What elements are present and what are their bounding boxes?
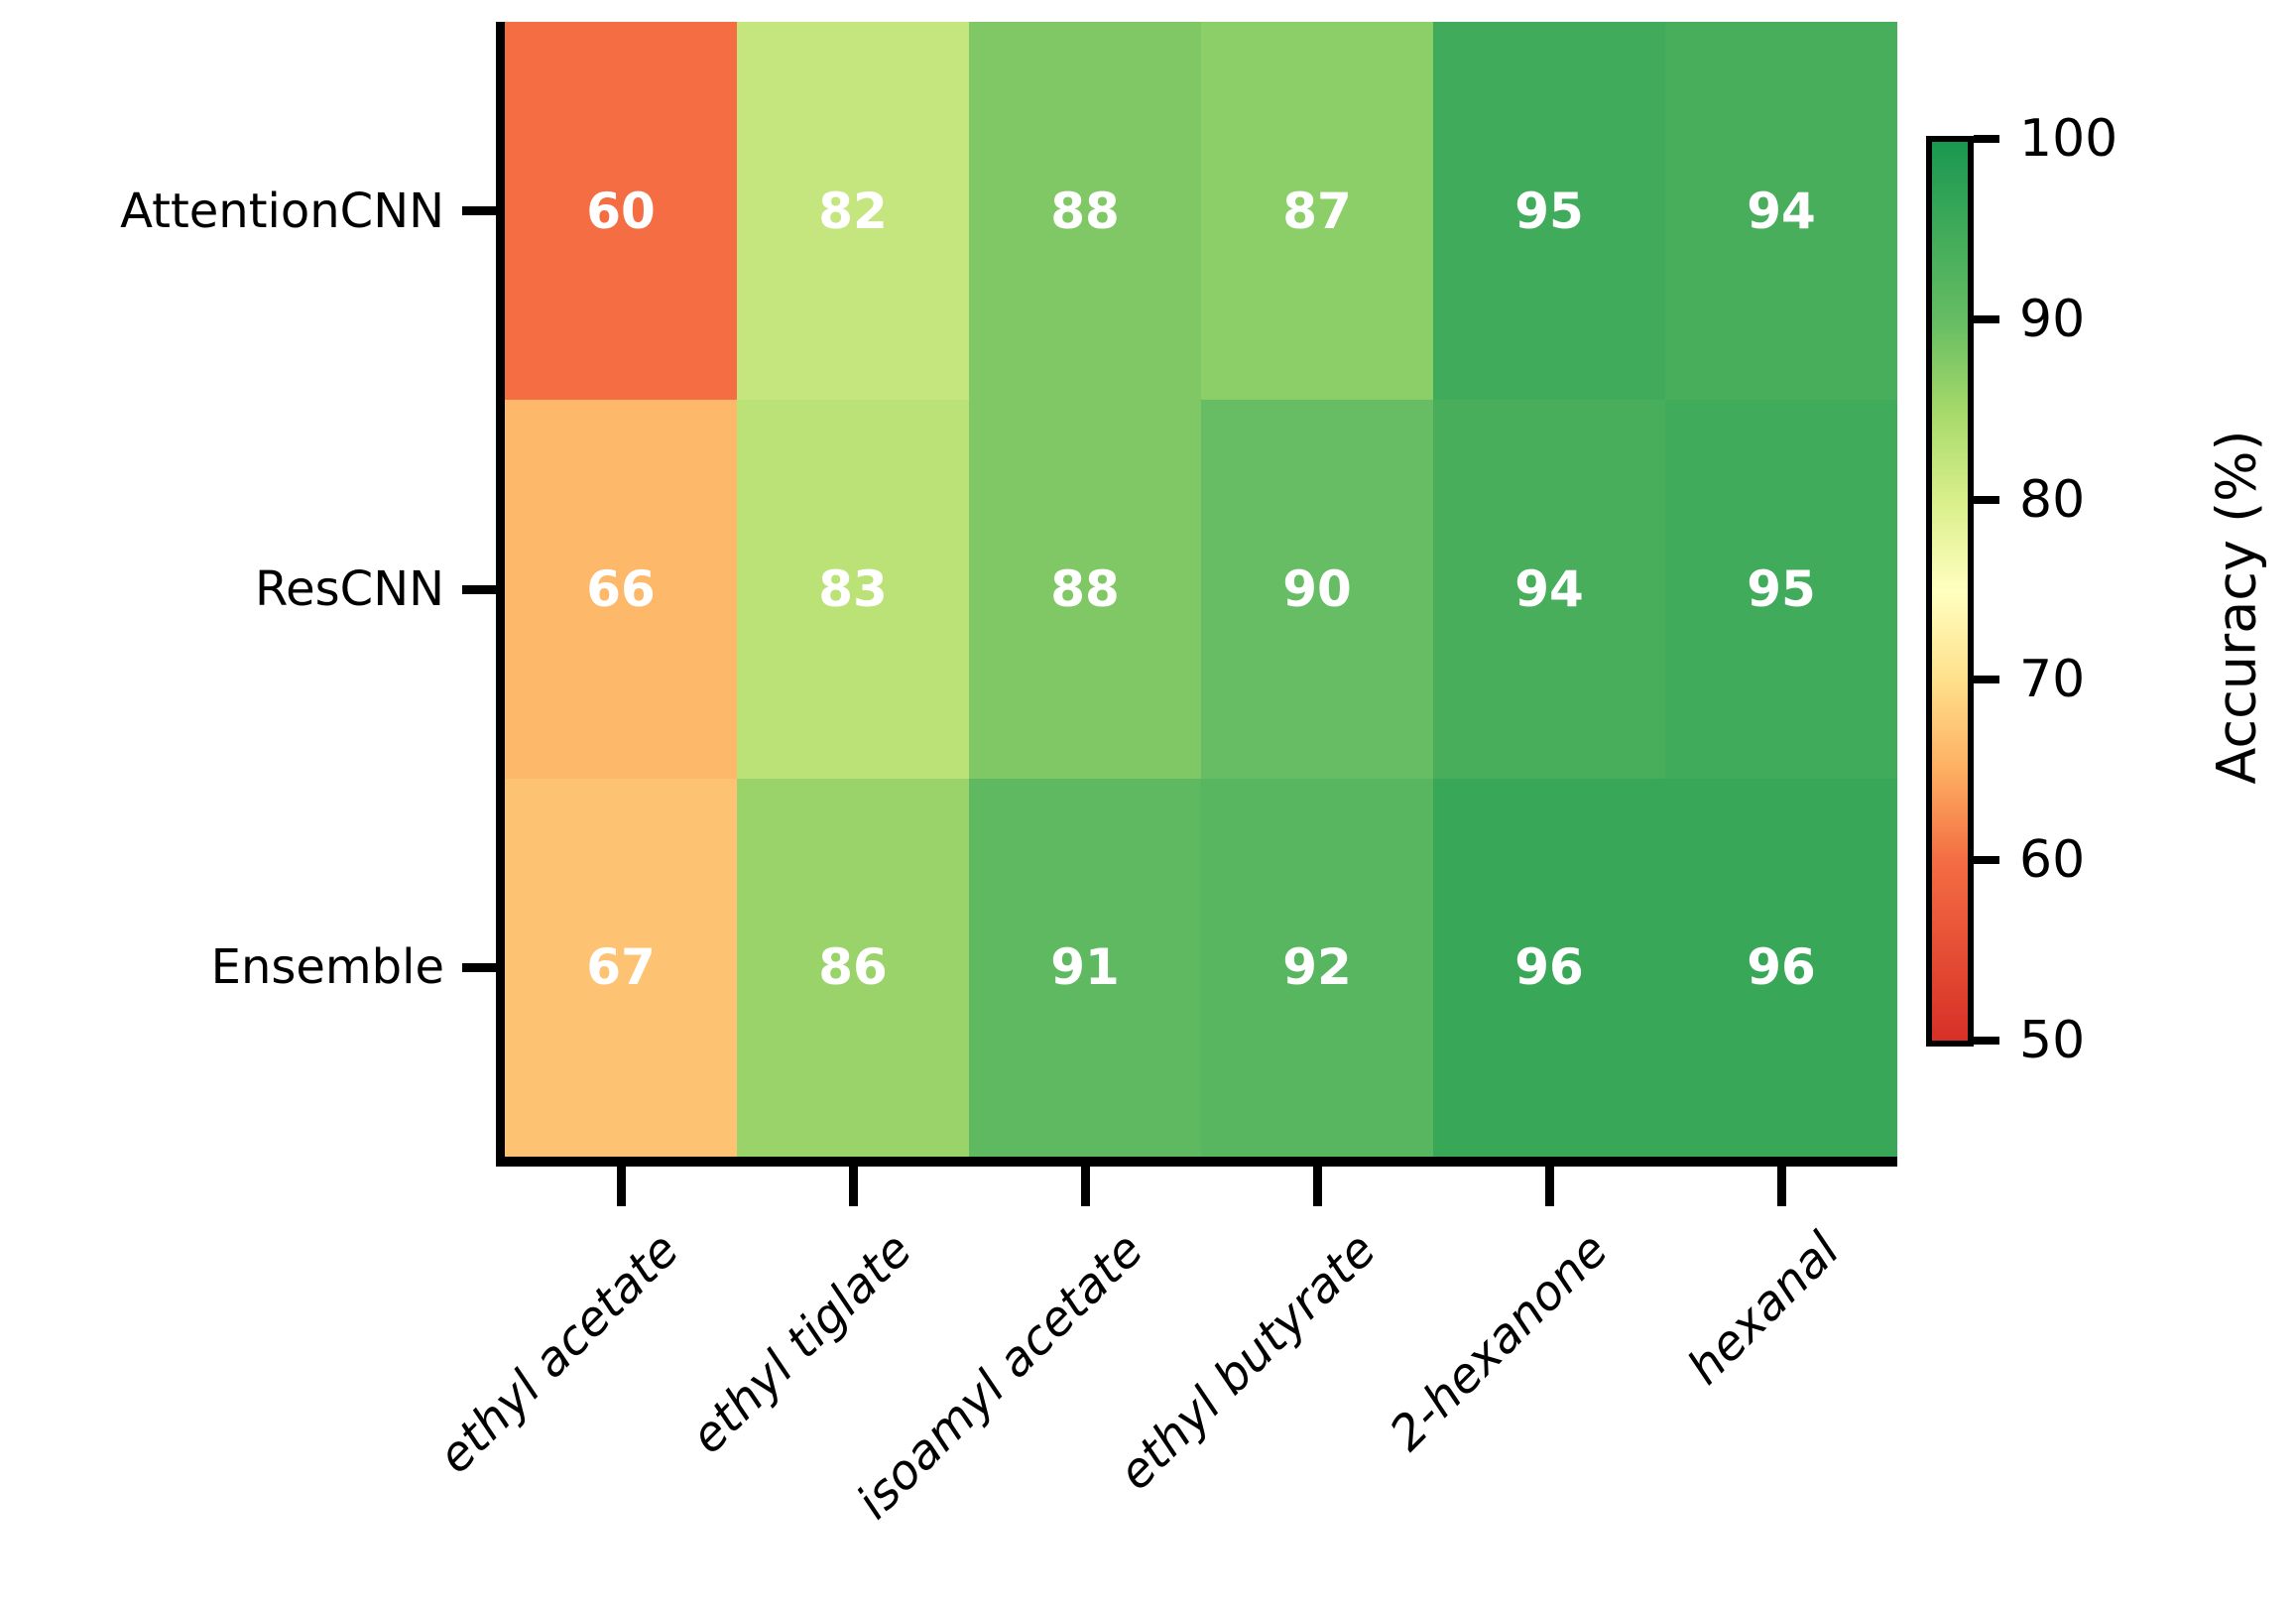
- y-tick-label-Ensemble: Ensemble: [210, 939, 444, 996]
- heatmap-cell-Ensemble-2-hexanone: 96: [1433, 778, 1665, 1157]
- colorbar-axis-label: Accuracy (%): [2205, 430, 2268, 785]
- heatmap-cell-Ensemble-isoamyl acetate: 91: [969, 778, 1201, 1157]
- heatmap-cell-AttentionCNN-ethyl acetate: 60: [505, 22, 737, 401]
- heatmap-cell-Ensemble-hexanal: 96: [1665, 778, 1897, 1157]
- x-tick-mark: [1080, 1167, 1090, 1206]
- heatmap-cell-AttentionCNN-isoamyl acetate: 88: [969, 22, 1201, 401]
- x-tick-mark: [848, 1167, 858, 1206]
- x-tick-label-ethyl tiglate: ethyl tiglate: [679, 1222, 922, 1465]
- colorbar-tick-label-80: 80: [2019, 469, 2086, 530]
- colorbar-tick-label-60: 60: [2019, 830, 2086, 891]
- heatmap-cell-ResCNN-ethyl butyrate: 90: [1201, 400, 1433, 779]
- colorbar: [1926, 136, 1974, 1047]
- heatmap-cell-AttentionCNN-ethyl butyrate: 87: [1201, 22, 1433, 401]
- heatmap-cell-Ensemble-ethyl butyrate: 92: [1201, 778, 1433, 1157]
- colorbar-tick-mark: [1974, 314, 1999, 323]
- colorbar-tick-label-100: 100: [2019, 109, 2118, 169]
- colorbar-tick-mark: [1974, 135, 1999, 143]
- x-tick-label-ethyl acetate: ethyl acetate: [427, 1222, 690, 1485]
- heatmap-cell-ResCNN-ethyl acetate: 66: [505, 400, 737, 779]
- y-tick-mark: [462, 584, 496, 594]
- colorbar-tick-mark: [1974, 856, 1999, 865]
- heatmap-cell-AttentionCNN-ethyl tiglate: 82: [737, 22, 969, 401]
- heatmap-cell-AttentionCNN-2-hexanone: 95: [1433, 22, 1665, 401]
- x-axis-spine: [496, 1157, 1897, 1167]
- heatmap-cell-Ensemble-ethyl tiglate: 86: [737, 778, 969, 1157]
- colorbar-tick-label-90: 90: [2019, 289, 2086, 349]
- heatmap-cell-ResCNN-isoamyl acetate: 88: [969, 400, 1201, 779]
- colorbar-tick-mark: [1974, 1037, 1999, 1045]
- heatmap-cell-ResCNN-ethyl tiglate: 83: [737, 400, 969, 779]
- y-tick-mark: [462, 206, 496, 216]
- x-tick-mark: [1544, 1167, 1554, 1206]
- colorbar-tick-label-70: 70: [2019, 650, 2086, 710]
- heatmap-cell-AttentionCNN-hexanal: 94: [1665, 22, 1897, 401]
- colorbar-gradient: [1932, 142, 1968, 1041]
- x-tick-mark: [1312, 1167, 1322, 1206]
- x-tick-mark: [616, 1167, 626, 1206]
- colorbar-tick-mark: [1974, 676, 1999, 684]
- y-tick-label-AttentionCNN: AttentionCNN: [120, 183, 444, 239]
- colorbar-tick-mark: [1974, 495, 1999, 504]
- x-tick-label-2-hexanone: 2-hexanone: [1379, 1222, 1619, 1462]
- heatmap-cell-Ensemble-ethyl acetate: 67: [505, 778, 737, 1157]
- y-axis-spine: [496, 22, 505, 1166]
- heatmap-cell-ResCNN-2-hexanone: 94: [1433, 400, 1665, 779]
- heatmap-grid: 60 82 88 87 95 94 66 83 88 90 94 95 67 86 91 92 96 96: [505, 22, 1897, 1157]
- colorbar-tick-label-50: 50: [2019, 1011, 2086, 1070]
- y-tick-mark: [462, 962, 496, 972]
- y-tick-label-ResCNN: ResCNN: [254, 561, 444, 617]
- x-tick-label-hexanal: hexanal: [1676, 1222, 1851, 1396]
- x-tick-mark: [1776, 1167, 1786, 1206]
- heatmap-cell-ResCNN-hexanal: 95: [1665, 400, 1897, 779]
